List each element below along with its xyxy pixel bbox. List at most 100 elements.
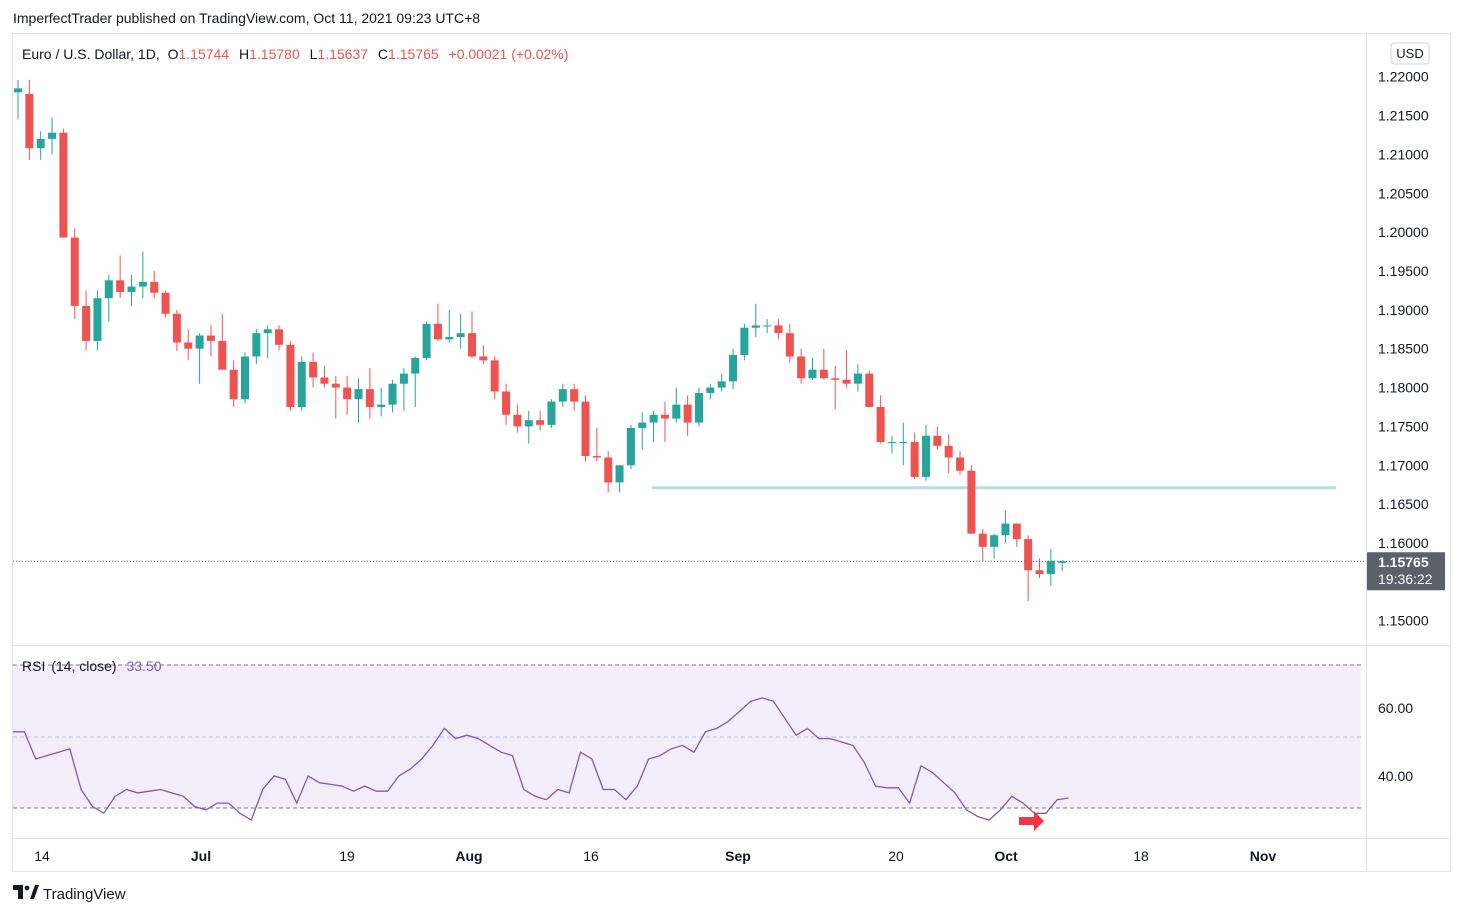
candle[interactable]: [206, 325, 215, 357]
candle[interactable]: [275, 325, 284, 351]
candle[interactable]: [468, 311, 476, 359]
candle[interactable]: [1012, 523, 1021, 547]
candle[interactable]: [377, 387, 386, 417]
candle[interactable]: [320, 365, 329, 388]
candle[interactable]: [763, 319, 772, 334]
candle[interactable]: [672, 387, 681, 423]
candle[interactable]: [502, 383, 511, 425]
candle[interactable]: [729, 348, 738, 390]
candle[interactable]: [740, 323, 749, 361]
candle[interactable]: [717, 373, 726, 392]
candle[interactable]: [411, 356, 420, 407]
candle[interactable]: [615, 465, 624, 493]
candle[interactable]: [785, 323, 794, 363]
candle[interactable]: [286, 340, 295, 411]
candle[interactable]: [116, 255, 125, 299]
candle[interactable]: [93, 290, 102, 351]
candle[interactable]: [819, 348, 828, 380]
arrow-annotation[interactable]: [1019, 811, 1044, 831]
candle[interactable]: [570, 383, 579, 411]
candle[interactable]: [524, 410, 533, 444]
candle[interactable]: [592, 427, 601, 462]
candle[interactable]: [638, 412, 647, 450]
candle[interactable]: [309, 352, 318, 388]
candle[interactable]: [1058, 560, 1067, 572]
candle[interactable]: [649, 410, 658, 442]
candle[interactable]: [343, 375, 352, 415]
candle[interactable]: [263, 325, 272, 359]
candle[interactable]: [388, 379, 397, 413]
candle[interactable]: [150, 271, 159, 299]
candle[interactable]: [536, 410, 545, 431]
candle[interactable]: [865, 370, 874, 407]
candle[interactable]: [456, 313, 465, 349]
candle[interactable]: [751, 303, 760, 338]
candle[interactable]: [831, 365, 840, 410]
candle[interactable]: [127, 274, 136, 306]
candle[interactable]: [365, 368, 374, 419]
footer-logo[interactable]: TradingView: [13, 885, 126, 904]
candle[interactable]: [626, 424, 635, 470]
candle[interactable]: [956, 451, 965, 475]
candle[interactable]: [706, 383, 715, 400]
candle[interactable]: [184, 329, 193, 361]
candlestick-series[interactable]: [14, 79, 1067, 602]
candle[interactable]: [48, 117, 57, 155]
rsi-line[interactable]: [13, 697, 1069, 821]
candle[interactable]: [422, 321, 431, 361]
candle[interactable]: [229, 360, 238, 407]
candle[interactable]: [581, 395, 590, 462]
candle[interactable]: [490, 356, 499, 400]
candle[interactable]: [547, 399, 556, 428]
candle[interactable]: [899, 422, 908, 466]
price-axis[interactable]: 1.22000 1.21500 1.21000 1.20500 1.20000 1.195…: [1378, 69, 1429, 629]
candle[interactable]: [104, 274, 113, 322]
candle[interactable]: [887, 435, 896, 454]
candle[interactable]: [399, 368, 408, 411]
candle[interactable]: [853, 364, 862, 392]
candle[interactable]: [138, 251, 147, 299]
time-axis[interactable]: 14 Jul 19 Aug 16 Sep 20 Oct 18 Nov: [34, 848, 1276, 864]
candle[interactable]: [558, 383, 567, 407]
candle[interactable]: [967, 465, 976, 534]
candle[interactable]: [513, 404, 522, 433]
candle[interactable]: [331, 375, 340, 419]
candle[interactable]: [774, 319, 783, 340]
candle[interactable]: [297, 356, 306, 411]
candle[interactable]: [922, 424, 930, 481]
candle[interactable]: [433, 303, 442, 341]
rsi-axis[interactable]: 60.00 40.00: [1378, 700, 1413, 784]
candle[interactable]: [70, 228, 79, 320]
candle[interactable]: [660, 401, 669, 442]
candle[interactable]: [910, 432, 919, 480]
candle[interactable]: [14, 79, 22, 120]
candle[interactable]: [1035, 558, 1044, 578]
candle[interactable]: [683, 395, 692, 436]
candle[interactable]: [990, 533, 999, 559]
candle[interactable]: [842, 350, 851, 388]
candle[interactable]: [241, 352, 249, 404]
candle[interactable]: [252, 329, 261, 365]
candle[interactable]: [1024, 535, 1033, 602]
candle[interactable]: [218, 313, 227, 370]
candle[interactable]: [1001, 510, 1010, 543]
candle[interactable]: [479, 344, 488, 365]
candle[interactable]: [36, 131, 45, 160]
candle[interactable]: [59, 128, 68, 238]
candle[interactable]: [797, 348, 806, 384]
candle[interactable]: [354, 378, 363, 423]
candle[interactable]: [195, 333, 204, 384]
candle[interactable]: [1046, 549, 1055, 586]
candle[interactable]: [944, 434, 953, 474]
candle[interactable]: [25, 79, 34, 160]
candle[interactable]: [808, 358, 817, 380]
candle[interactable]: [172, 309, 181, 352]
currency-badge[interactable]: USD: [1390, 42, 1430, 65]
candle[interactable]: [82, 290, 91, 351]
candle[interactable]: [604, 451, 613, 493]
candle[interactable]: [978, 528, 987, 562]
candle[interactable]: [695, 387, 703, 427]
candle[interactable]: [161, 290, 170, 318]
candle[interactable]: [876, 395, 885, 444]
